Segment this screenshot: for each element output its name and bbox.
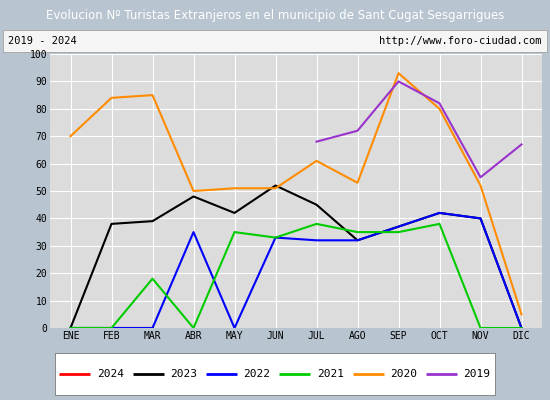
Text: 2024: 2024 — [97, 369, 124, 379]
Text: 2021: 2021 — [317, 369, 344, 379]
Text: 2023: 2023 — [170, 369, 197, 379]
Text: Evolucion Nº Turistas Extranjeros en el municipio de Sant Cugat Sesgarrigues: Evolucion Nº Turistas Extranjeros en el … — [46, 8, 504, 22]
Text: 2020: 2020 — [390, 369, 417, 379]
Text: http://www.foro-ciudad.com: http://www.foro-ciudad.com — [379, 36, 542, 46]
Text: 2022: 2022 — [244, 369, 271, 379]
Text: 2019 - 2024: 2019 - 2024 — [8, 36, 77, 46]
Text: 2019: 2019 — [464, 369, 491, 379]
